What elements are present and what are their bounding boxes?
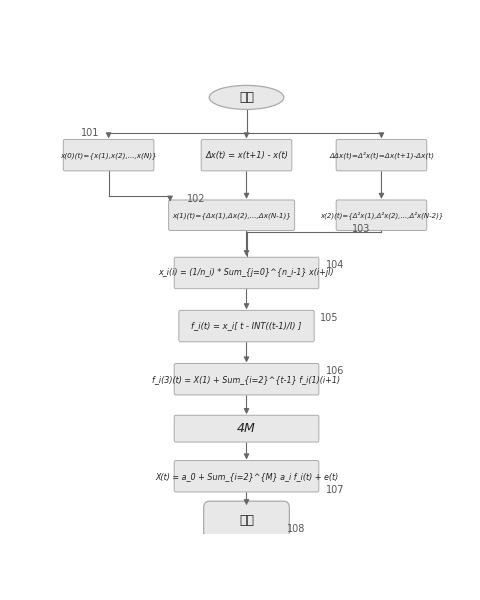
Text: x(0)(t)={x(1),x(2),...,x(N)}: x(0)(t)={x(1),x(2),...,x(N)} <box>60 152 156 158</box>
Text: 105: 105 <box>320 313 338 323</box>
FancyBboxPatch shape <box>174 461 318 492</box>
Text: x(1)(t)={Δx(1),Δx(2),...,Δx(N-1)}: x(1)(t)={Δx(1),Δx(2),...,Δx(N-1)} <box>172 212 290 218</box>
Text: 102: 102 <box>186 194 205 203</box>
Text: x_i(i) = (1/n_i) * Sum_{j=0}^{n_i-1} x(i+jI): x_i(i) = (1/n_i) * Sum_{j=0}^{n_i-1} x(i… <box>158 268 334 277</box>
Text: x(2)(t)={Δ²x(1),Δ²x(2),...,Δ²x(N-2)}: x(2)(t)={Δ²x(1),Δ²x(2),...,Δ²x(N-2)} <box>319 211 442 219</box>
FancyBboxPatch shape <box>168 200 294 230</box>
Text: 107: 107 <box>325 485 343 495</box>
Text: Δx(t) = x(t+1) - x(t): Δx(t) = x(t+1) - x(t) <box>204 151 288 160</box>
Text: 结束: 结束 <box>239 514 253 527</box>
FancyBboxPatch shape <box>336 200 426 230</box>
Text: 103: 103 <box>351 224 369 234</box>
Text: ΔΔx(t)=Δ²x(t)=Δx(t+1)-Δx(t): ΔΔx(t)=Δ²x(t)=Δx(t+1)-Δx(t) <box>328 151 433 159</box>
Text: 101: 101 <box>81 128 99 138</box>
Text: X(t) = a_0 + Sum_{i=2}^{M} a_i f_i(t) + e(t): X(t) = a_0 + Sum_{i=2}^{M} a_i f_i(t) + … <box>155 472 337 481</box>
Text: 104: 104 <box>325 260 343 269</box>
FancyBboxPatch shape <box>336 139 426 171</box>
Text: 108: 108 <box>286 524 304 535</box>
Text: f_i(3)(t) = X(1) + Sum_{i=2}^{t-1} f_i(1)(i+1): f_i(3)(t) = X(1) + Sum_{i=2}^{t-1} f_i(1… <box>152 375 340 384</box>
Text: f_i(t) = x_i[ t - INT((t-1)/I) ]: f_i(t) = x_i[ t - INT((t-1)/I) ] <box>191 322 301 331</box>
Text: 4M: 4M <box>237 422 255 435</box>
FancyBboxPatch shape <box>179 310 313 342</box>
Text: 开始: 开始 <box>239 91 253 104</box>
FancyBboxPatch shape <box>174 415 318 442</box>
Text: 106: 106 <box>325 366 343 376</box>
FancyBboxPatch shape <box>174 257 318 289</box>
Ellipse shape <box>209 85 283 109</box>
FancyBboxPatch shape <box>203 501 289 539</box>
FancyBboxPatch shape <box>63 139 154 171</box>
FancyBboxPatch shape <box>174 364 318 395</box>
FancyBboxPatch shape <box>201 139 291 171</box>
